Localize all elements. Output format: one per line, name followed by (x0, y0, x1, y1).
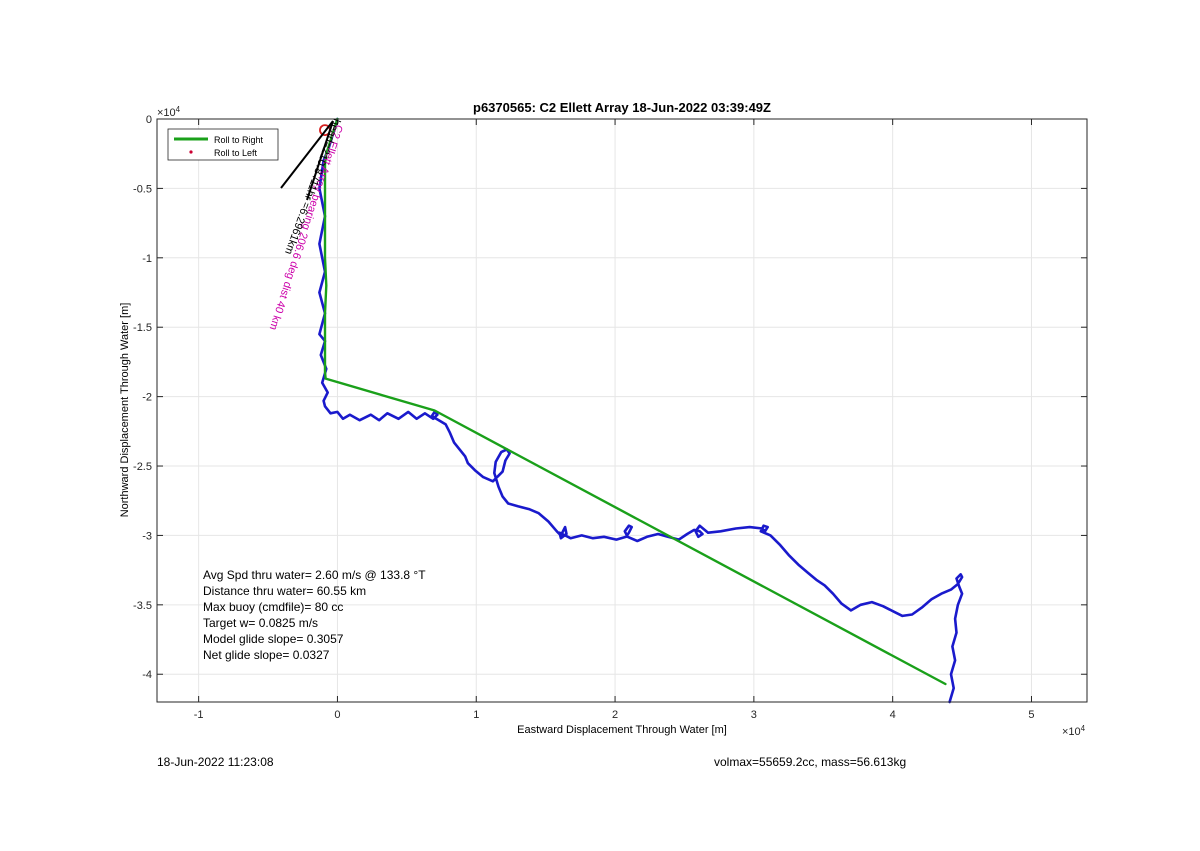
series-layer (318, 117, 964, 704)
x-exponent: ×104 (1062, 724, 1086, 738)
stat-net-glide-slope: Net glide slope= 0.0327 (203, 648, 330, 662)
stat-avg-speed: Avg Spd thru water= 2.60 m/s @ 133.8 °T (203, 568, 426, 582)
footer-volume-mass: volmax=55659.2cc, mass=56.613kg (714, 755, 907, 769)
bearing-line (280, 120, 334, 189)
x-tick-label: 1 (473, 709, 479, 721)
x-tick-label: 3 (751, 709, 757, 721)
series-line-glider-track (318, 117, 964, 704)
x-exponent-power: 4 (1081, 724, 1086, 733)
chart-title: p6370565: C2 Ellett Array 18-Jun-2022 03… (473, 100, 771, 115)
y-tick-label: -3.5 (133, 600, 152, 612)
drift-line (306, 120, 334, 201)
x-tick-label: 4 (890, 709, 896, 721)
y-tick-label: -0.5 (133, 183, 152, 195)
x-exponent-base: ×10 (1062, 726, 1081, 738)
ticks: -1 0 1 2 3 4 5 0 -0.5 -1 -1.5 -2 -2.5 -3 -3.5 -4 (133, 114, 1087, 721)
legend-label-roll-right: Roll to Right (214, 135, 264, 145)
svg-text:×104: ×104 (1062, 724, 1086, 738)
y-tick-label: -2 (142, 392, 152, 404)
svg-text:×104: ×104 (157, 105, 181, 119)
axes-box (156, 118, 1088, 703)
x-axis-label: Eastward Displacement Through Water [m] (517, 724, 727, 736)
y-tick-label: -1.5 (133, 322, 152, 334)
stat-max-buoy: Max buoy (cmdfile)= 80 cc (203, 600, 344, 614)
legend-label-roll-left: Roll to Left (214, 148, 258, 158)
legend: Roll to Right Roll to Left (167, 128, 279, 161)
x-tick-label: -1 (194, 709, 204, 721)
y-axis-label: Northward Displacement Through Water [m] (119, 303, 131, 518)
y-tick-label: -1 (142, 253, 152, 265)
x-tick-label: 0 (334, 709, 340, 721)
stat-distance: Distance thru water= 60.55 km (203, 584, 367, 598)
legend-box (167, 128, 279, 161)
y-exponent: ×104 (157, 105, 181, 119)
y-exponent-base: ×10 (157, 107, 176, 119)
stat-target-w: Target w= 0.0825 m/s (203, 616, 319, 630)
legend-dot-roll-left (189, 150, 193, 154)
x-tick-label: 2 (612, 709, 618, 721)
y-tick-label: -4 (142, 669, 152, 681)
y-exponent-power: 4 (176, 105, 181, 114)
series-line-roll-to-right (323, 117, 947, 686)
x-tick-label: 5 (1028, 709, 1034, 721)
y-tick-label: -2.5 (133, 461, 152, 473)
mission-stats: Avg Spd thru water= 2.60 m/s @ 133.8 °T … (203, 567, 426, 663)
footer-timestamp: 18-Jun-2022 11:23:08 (157, 755, 274, 769)
y-tick-label: -3 (142, 530, 152, 542)
y-tick-label: 0 (146, 114, 152, 126)
stat-model-glide-slope: Model glide slope= 0.3057 (203, 632, 344, 646)
